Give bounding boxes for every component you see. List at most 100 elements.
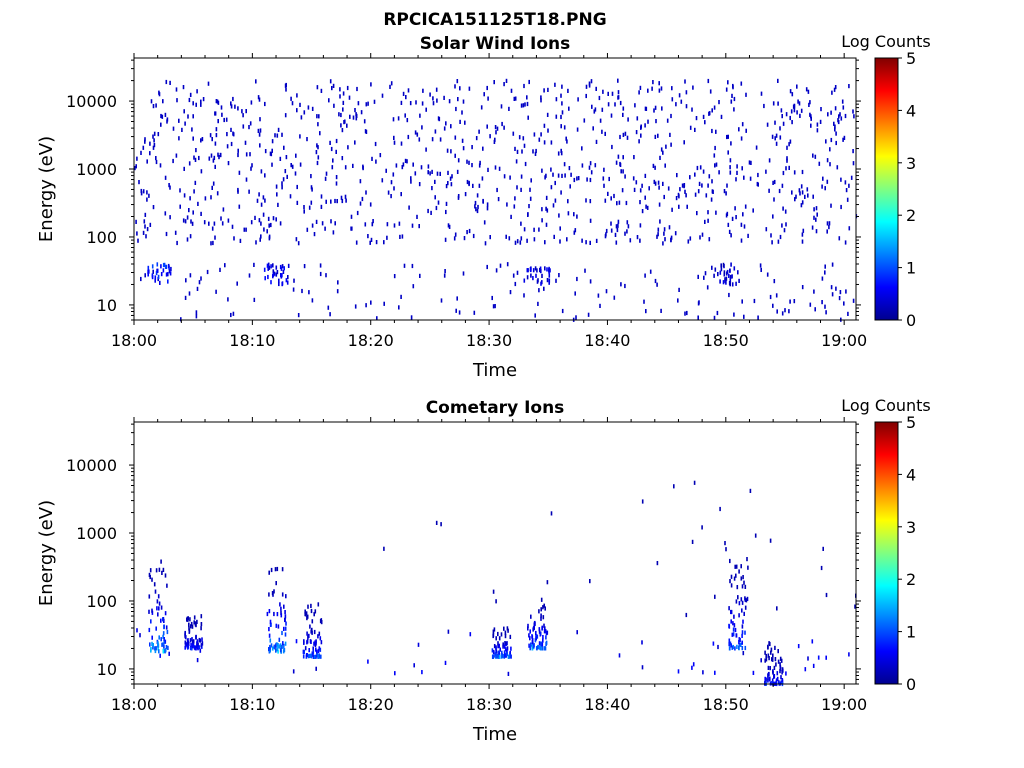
colorbar-tick-label: 1 (906, 259, 916, 278)
heatmap-cell (312, 649, 315, 654)
heatmap-cell (348, 95, 351, 100)
heatmap-cell (573, 177, 576, 183)
heatmap-cell (275, 623, 278, 628)
heatmap-cell (704, 219, 706, 224)
heatmap-cell (506, 641, 508, 646)
heatmap-cell (254, 215, 256, 220)
heatmap-cell (739, 642, 742, 647)
heatmap-cell (715, 129, 717, 134)
heatmap-cell (640, 125, 642, 130)
heatmap-cell (507, 671, 510, 676)
heatmap-cell (317, 145, 319, 150)
heatmap-cell (833, 121, 835, 126)
heatmap-cell (412, 162, 414, 167)
heatmap-cell (362, 166, 364, 171)
y-tick-label: 10 (97, 296, 117, 315)
heatmap-cell (686, 204, 688, 209)
heatmap-cell (248, 125, 250, 130)
heatmap-cell (146, 227, 149, 232)
heatmap-cell (342, 100, 345, 105)
heatmap-cell (713, 315, 716, 320)
heatmap-cell (559, 226, 561, 231)
heatmap-cell (534, 313, 536, 318)
heatmap-cell (293, 278, 295, 283)
heatmap-cell (730, 233, 732, 238)
colorbar-tick-label: 5 (906, 413, 916, 432)
heatmap-cell (486, 202, 489, 207)
heatmap-cell (622, 155, 624, 160)
heatmap-cell (516, 149, 519, 154)
heatmap-cell (740, 238, 743, 243)
heatmap-cell (375, 240, 378, 245)
heatmap-cell (512, 273, 515, 278)
heatmap-cell (267, 262, 270, 267)
heatmap-cell (815, 217, 817, 222)
heatmap-cell (309, 624, 311, 629)
heatmap-cell (471, 163, 473, 168)
heatmap-cell (544, 646, 546, 651)
heatmap-cell (639, 238, 641, 243)
heatmap-cell (509, 290, 512, 295)
heatmap-cell (746, 596, 749, 601)
heatmap-cell (494, 125, 497, 130)
heatmap-cell (253, 297, 256, 302)
heatmap-cell (728, 606, 730, 611)
heatmap-cell (777, 239, 780, 244)
heatmap-cell (801, 239, 804, 244)
x-tick-label: 18:50 (703, 331, 749, 350)
heatmap-cell (546, 630, 549, 635)
heatmap-cell (719, 279, 721, 284)
heatmap-cell (212, 240, 214, 246)
heatmap-cell (736, 170, 738, 175)
heatmap-cell (296, 184, 298, 190)
heatmap-cell (747, 565, 749, 570)
heatmap-cell (646, 205, 649, 210)
heatmap-cell (523, 227, 526, 232)
heatmap-cell (775, 678, 778, 683)
heatmap-cell (390, 81, 393, 86)
heatmap-cell (172, 126, 175, 131)
heatmap-cell (200, 169, 203, 174)
heatmap-cell (251, 163, 253, 168)
heatmap-cell (645, 106, 648, 111)
heatmap-cell (157, 132, 160, 137)
heatmap-cell (386, 222, 389, 227)
heatmap-cell (140, 276, 142, 282)
heatmap-cell (500, 654, 503, 659)
heatmap-cell (500, 632, 503, 637)
heatmap-cell (162, 634, 164, 639)
heatmap-cell (271, 139, 274, 144)
heatmap-cell (337, 280, 339, 285)
heatmap-cell (617, 95, 620, 100)
heatmap-cell (164, 573, 167, 578)
heatmap-cell (657, 180, 660, 185)
heatmap-cell (745, 598, 748, 603)
heatmap-cell (548, 266, 550, 271)
heatmap-cell (592, 126, 594, 131)
heatmap-cell (341, 156, 344, 161)
heatmap-cell (142, 189, 145, 194)
heatmap-cell (717, 272, 719, 277)
heatmap-cell (389, 84, 391, 89)
heatmap-cell (354, 140, 356, 145)
heatmap-cell (418, 182, 421, 187)
heatmap-cell (435, 520, 438, 525)
heatmap-cell (454, 232, 457, 237)
x-tick-label: 18:50 (703, 695, 749, 714)
heatmap-cell (587, 312, 590, 317)
heatmap-cell (514, 240, 517, 245)
heatmap-cell (260, 202, 263, 207)
heatmap-cell (664, 163, 666, 168)
heatmap-cell (486, 85, 488, 91)
heatmap-cell (781, 183, 784, 188)
heatmap-cell (476, 208, 479, 214)
heatmap-cell (269, 622, 272, 627)
heatmap-cell (230, 101, 232, 106)
heatmap-cell (530, 267, 532, 273)
heatmap-cell (694, 192, 697, 197)
heatmap-cell (545, 206, 547, 211)
heatmap-cell (268, 236, 271, 241)
heatmap-cell (276, 642, 278, 647)
heatmap-cell (196, 286, 199, 291)
heatmap-cell (454, 84, 456, 89)
